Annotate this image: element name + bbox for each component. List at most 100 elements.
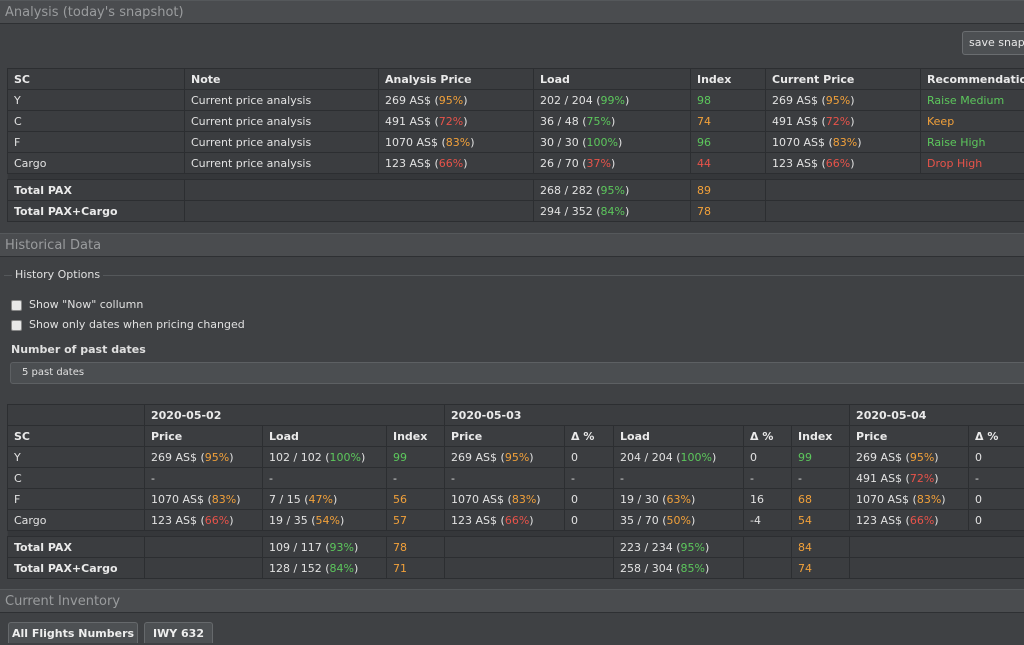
total-load-pct: 84% [330, 562, 354, 575]
price-cell: 1070 AS$ (83%) [850, 489, 969, 510]
recommendation-cell: Raise Medium [921, 90, 1024, 111]
snapshot-table: SC Note Analysis Price Load Index Curren… [7, 68, 1024, 222]
delta-cell: 0 [969, 510, 1024, 531]
total-load-pct: 95% [601, 184, 625, 197]
sc-cell: C [8, 111, 185, 132]
inventory-title: Current Inventory [5, 594, 120, 609]
total-load-cell: 268 / 282 (95%) [534, 180, 691, 201]
index-cell: 99 [792, 447, 850, 468]
historical-section-header[interactable]: Historical Data [0, 233, 1024, 257]
price-pct: 66% [910, 514, 934, 527]
history-table: 2020-05-02 2020-05-03 2020-05-04 SC Pric… [7, 404, 1024, 579]
load-pct: 54% [316, 514, 340, 527]
current-pct: 95% [826, 94, 850, 107]
only-changed-label: Show only dates when pricing changed [29, 318, 245, 331]
col-header-recommendation: Recommendation [921, 69, 1024, 90]
total-load-pct: 95% [681, 541, 705, 554]
col-header-note: Note [185, 69, 379, 90]
current-pct: 66% [826, 157, 850, 170]
recommendation-cell: Keep [921, 111, 1024, 132]
price-pct: 83% [512, 493, 536, 506]
total-index-cell: 84 [792, 537, 850, 558]
analysis-price-cell: 491 AS$ (72%) [379, 111, 534, 132]
total-row: Total PAX 109 / 117 (93%) 78 223 / 234 (… [8, 537, 1024, 558]
price-cell: 491 AS$ (72%) [850, 468, 969, 489]
col-header-load: Load [614, 426, 744, 447]
load-pct: 75% [587, 115, 611, 128]
sc-cell: Y [8, 90, 185, 111]
total-row: Total PAX 268 / 282 (95%) 89 [8, 180, 1024, 201]
save-snapshot-button[interactable]: save snapshot [962, 31, 1024, 55]
load-pct: 63% [667, 493, 691, 506]
total-label: Total PAX+Cargo [8, 201, 185, 222]
col-header-price: Price [445, 426, 565, 447]
date-header: 2020-05-04 [850, 405, 1024, 426]
price-cell: - [445, 468, 565, 489]
past-dates-value: 5 past dates [22, 367, 84, 378]
past-dates-select[interactable]: 5 past dates [10, 362, 1024, 384]
price-pct: 66% [505, 514, 529, 527]
note-cell: Current price analysis [185, 153, 379, 174]
inventory-section-header[interactable]: Current Inventory [0, 589, 1024, 613]
col-header-delta: Δ % [744, 426, 792, 447]
historical-title: Historical Data [5, 238, 101, 253]
delta-cell: 0 [969, 447, 1024, 468]
price-pct: 66% [205, 514, 229, 527]
delta-cell: 0 [565, 489, 614, 510]
load-cell: - [614, 468, 744, 489]
col-header-current-price: Current Price [766, 69, 921, 90]
note-cell: Current price analysis [185, 111, 379, 132]
price-pct: 95% [910, 451, 934, 464]
load-cell: 19 / 30 (63%) [614, 489, 744, 510]
col-header-index: Index [691, 69, 766, 90]
delta-cell: - [969, 468, 1024, 489]
price-cell: 123 AS$ (66%) [445, 510, 565, 531]
analysis-price-cell: 269 AS$ (95%) [379, 90, 534, 111]
load-cell: 35 / 70 (50%) [614, 510, 744, 531]
col-header-delta: Δ % [969, 426, 1024, 447]
note-cell: Current price analysis [185, 132, 379, 153]
price-cell: 269 AS$ (95%) [445, 447, 565, 468]
price-cell: 1070 AS$ (83%) [445, 489, 565, 510]
index-cell: 99 [387, 447, 445, 468]
index-cell: - [792, 468, 850, 489]
index-cell: 56 [387, 489, 445, 510]
total-index-cell: 89 [691, 180, 766, 201]
index-cell: 74 [691, 111, 766, 132]
total-load-pct: 93% [330, 541, 354, 554]
recommendation-cell: Drop High [921, 153, 1024, 174]
load-cell: 26 / 70 (37%) [534, 153, 691, 174]
delta-cell: 0 [744, 447, 792, 468]
date-header: 2020-05-03 [445, 405, 850, 426]
load-cell: 30 / 30 (100%) [534, 132, 691, 153]
current-price-cell: 491 AS$ (72%) [766, 111, 921, 132]
load-cell: 36 / 48 (75%) [534, 111, 691, 132]
load-pct: 100% [330, 451, 361, 464]
price-pct: 72% [910, 472, 934, 485]
show-now-checkbox-row[interactable]: Show "Now" collumn [11, 298, 143, 314]
current-pct: 83% [833, 136, 857, 149]
load-cell: - [263, 468, 387, 489]
analysis-price-cell: 1070 AS$ (83%) [379, 132, 534, 153]
analysis-pct: 83% [446, 136, 470, 149]
index-cell: 98 [691, 90, 766, 111]
snapshot-section-header[interactable]: Analysis (today's snapshot) [0, 0, 1024, 24]
price-pct: 95% [505, 451, 529, 464]
delta-cell: 16 [744, 489, 792, 510]
total-load-cell: 294 / 352 (84%) [534, 201, 691, 222]
only-changed-checkbox[interactable] [11, 320, 22, 331]
index-cell: 57 [387, 510, 445, 531]
index-cell: 96 [691, 132, 766, 153]
only-changed-checkbox-row[interactable]: Show only dates when pricing changed [11, 318, 245, 334]
note-cell: Current price analysis [185, 90, 379, 111]
price-cell: 123 AS$ (66%) [850, 510, 969, 531]
show-now-checkbox[interactable] [11, 300, 22, 311]
price-cell: 269 AS$ (95%) [145, 447, 263, 468]
sc-cell: F [8, 489, 145, 510]
load-pct: 37% [587, 157, 611, 170]
load-cell: 102 / 102 (100%) [263, 447, 387, 468]
total-label: Total PAX [8, 537, 145, 558]
delta-cell: - [565, 468, 614, 489]
history-options-legend: History Options [12, 268, 103, 281]
table-row: C - - - - - - - - 491 AS$ (72%) - [8, 468, 1024, 489]
